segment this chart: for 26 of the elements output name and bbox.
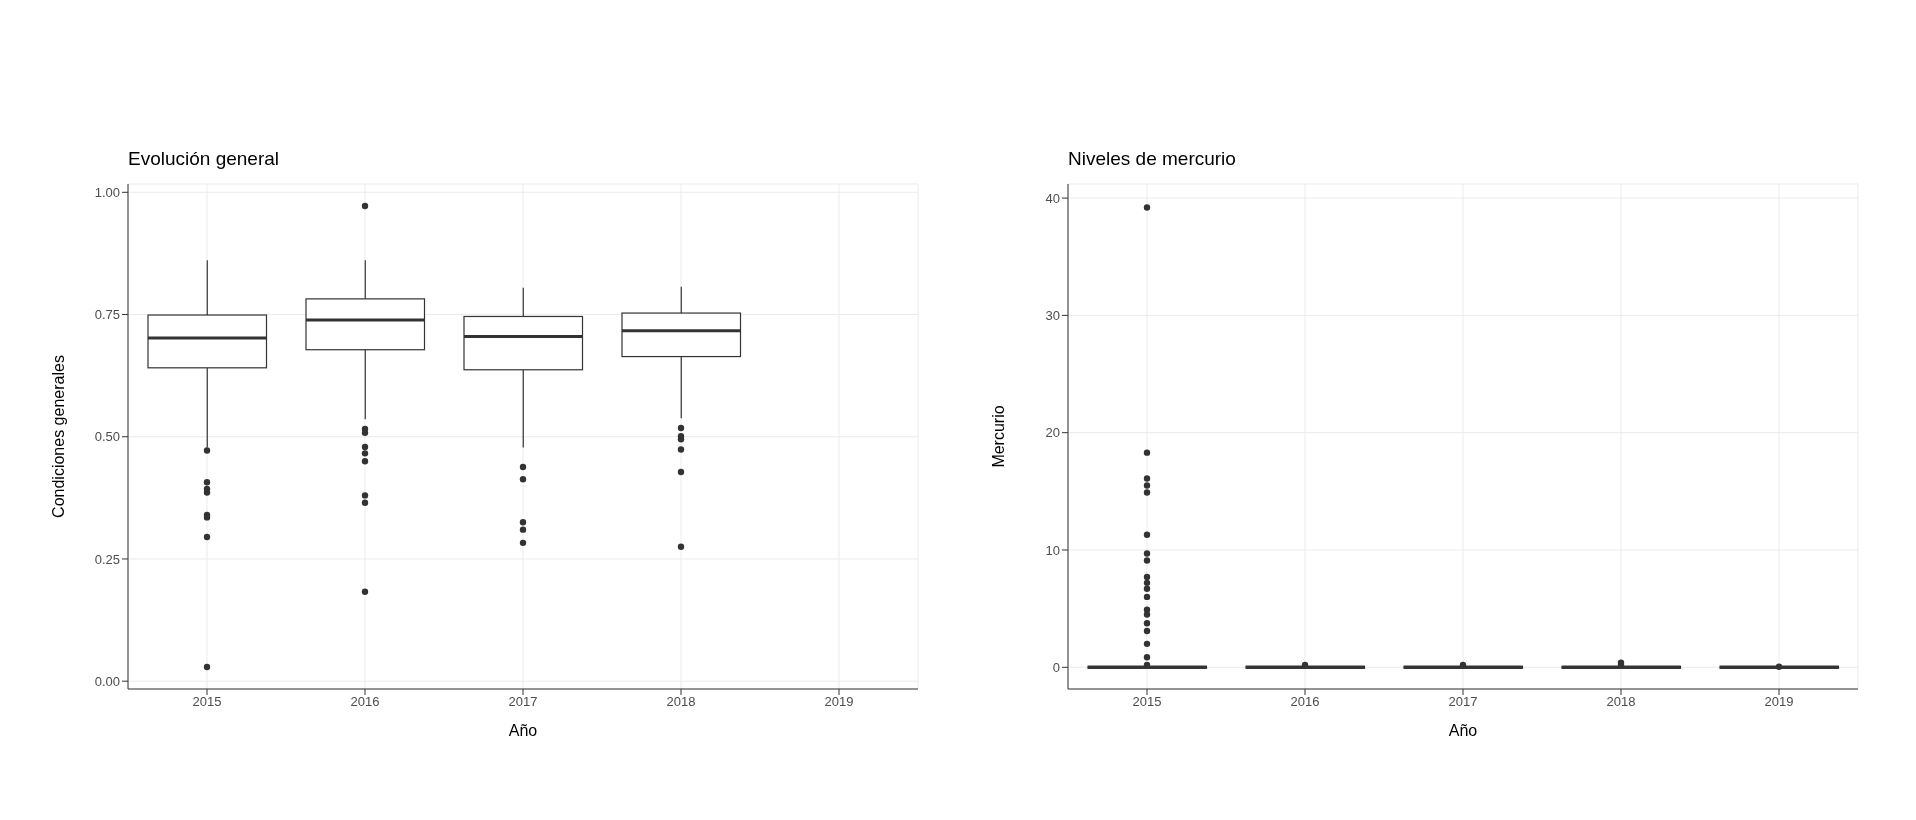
- y-tick-label: 30: [1045, 308, 1060, 323]
- y-tick-label: 10: [1045, 542, 1060, 558]
- y-axis-title: Mercurio: [989, 405, 1007, 468]
- y-tick-label: 0.25: [94, 551, 120, 567]
- x-tick-label: 2018: [1606, 694, 1636, 710]
- x-tick-label: 2019: [1764, 694, 1794, 710]
- y-tick-label: 0.50: [94, 429, 120, 445]
- x-tick-label: 2016: [1290, 694, 1320, 710]
- y-tick-label: 0: [1052, 659, 1060, 675]
- x-axis-title: Año: [508, 722, 538, 739]
- x-axis-title: Año: [1448, 722, 1478, 739]
- y-tick-label: 1.00: [94, 184, 120, 200]
- x-tick-label: 2018: [666, 694, 696, 710]
- chart-title: Evolución general: [128, 148, 281, 170]
- y-axis-title: Condiciones generales: [49, 355, 67, 518]
- x-tick-label: 2017: [508, 694, 538, 710]
- x-tick-label: 2016: [350, 694, 380, 710]
- x-tick-label: 2017: [1448, 694, 1478, 710]
- y-tick-label: 0.00: [94, 673, 120, 689]
- y-tick-label: 0.75: [94, 307, 120, 323]
- x-tick-label: 2019: [824, 694, 854, 710]
- x-tick-label: 2015: [1132, 694, 1162, 710]
- y-tick-label: 40: [1045, 190, 1060, 206]
- x-tick-label: 2015: [192, 694, 222, 710]
- y-tick-label: 20: [1045, 425, 1060, 441]
- chart-title: Niveles de mercurio: [1068, 148, 1237, 170]
